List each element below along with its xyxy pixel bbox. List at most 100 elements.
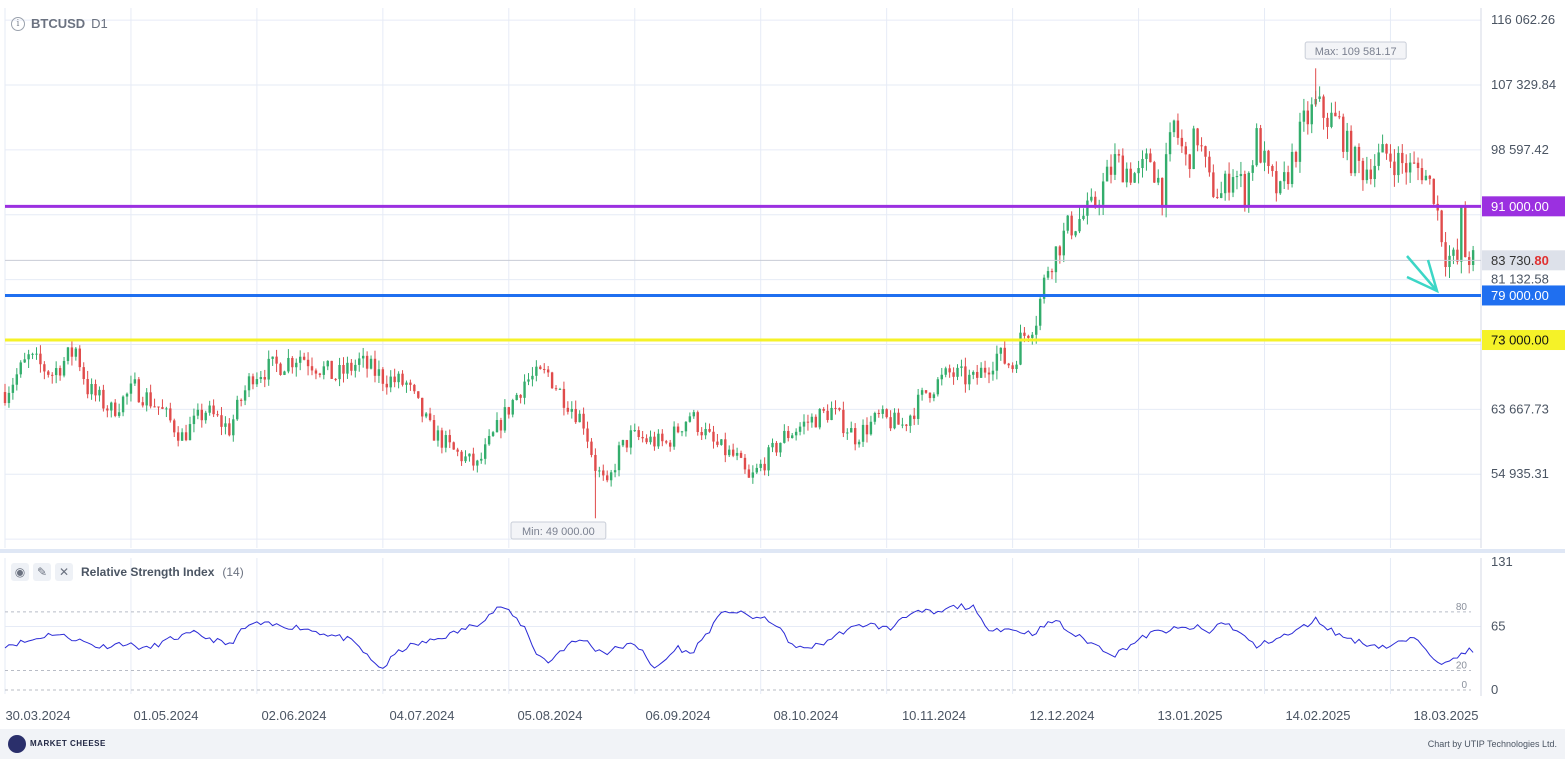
info-icon[interactable]: i (11, 16, 25, 31)
candle-body (999, 347, 1003, 354)
candle-body (161, 407, 164, 409)
candle-body (1090, 196, 1093, 201)
wrench-icon[interactable]: ✎ (33, 563, 51, 581)
candle-body (897, 412, 900, 425)
candle-body (1271, 166, 1274, 172)
candle-body (684, 421, 688, 432)
candle-body (110, 402, 113, 411)
rsi-level-label: 80 (1456, 602, 1468, 613)
candle-body (1094, 196, 1097, 206)
level-tag-73000 (1482, 330, 1565, 351)
candle-body (1345, 130, 1349, 152)
candle-body (23, 359, 26, 363)
x-tick-label: 08.10.2024 (773, 708, 838, 723)
candle-body (216, 414, 219, 416)
timeframe-label[interactable]: D1 (91, 16, 108, 31)
candle-body (885, 409, 888, 418)
candle-body (102, 389, 105, 409)
candle-body (779, 442, 782, 453)
candle-body (291, 357, 294, 368)
candle-body (1349, 130, 1353, 174)
candle-body (196, 409, 200, 416)
candle-body (936, 379, 940, 395)
candle-body (1027, 335, 1030, 338)
x-tick-label: 04.07.2024 (389, 708, 454, 723)
y-tick-label: 116 062.26 (1491, 12, 1555, 27)
candle-body (1062, 230, 1065, 256)
candle-body (480, 458, 483, 461)
x-tick-label: 10.11.2024 (902, 708, 966, 723)
candle-body (361, 355, 365, 359)
candle-body (1279, 181, 1282, 194)
candle-body (66, 347, 70, 361)
candle-body (413, 384, 416, 392)
candle-body (735, 452, 739, 456)
candle-body (401, 373, 404, 385)
candle-body (295, 362, 298, 368)
candle-body (846, 432, 849, 434)
candle-body (1160, 177, 1164, 207)
candle-body (448, 435, 451, 443)
candle-body (550, 372, 554, 389)
candle-body (519, 394, 522, 398)
y-tick-label: 63 667.73 (1491, 401, 1549, 416)
candle-body (31, 353, 34, 355)
candle-body (1432, 178, 1435, 204)
candle-body (1038, 298, 1042, 326)
eye-icon[interactable]: ◉ (11, 563, 29, 581)
candle-body (802, 421, 806, 427)
candle-body (1082, 215, 1085, 220)
y-tick-label: 98 597.42 (1491, 142, 1549, 157)
candle-body (228, 423, 231, 436)
candle-body (1286, 172, 1290, 185)
candle-body (255, 379, 259, 385)
candle-body (393, 376, 396, 383)
candle-body (602, 470, 605, 476)
candle-body (617, 445, 621, 471)
candle-body (421, 397, 424, 417)
candle-body (1247, 172, 1250, 206)
close-icon[interactable]: ✕ (55, 563, 73, 581)
candle-body (3, 392, 7, 404)
candle-body (1070, 215, 1073, 236)
candle-body (609, 472, 613, 481)
candle-body (826, 410, 829, 421)
candle-body (1440, 210, 1443, 243)
candle-body (924, 390, 928, 393)
candle-body (586, 428, 589, 442)
candle-body (1231, 177, 1235, 193)
candle-body (98, 389, 101, 396)
candle-body (212, 405, 215, 415)
candle-body (554, 388, 558, 390)
footer: MARKET CHEESE Chart by UTIP Technologies… (0, 729, 1565, 759)
forecast-arrow-head (1406, 259, 1439, 294)
candle-body (43, 364, 46, 372)
candle-body (350, 362, 353, 371)
candle-body (153, 406, 156, 408)
candle-body (1058, 246, 1062, 256)
candle-body (176, 432, 180, 441)
candle-body (775, 442, 778, 453)
candle-body (1086, 200, 1089, 216)
candle-body (424, 413, 428, 417)
candle-body (625, 440, 629, 448)
candle-body (1353, 146, 1357, 174)
candle-body (944, 368, 947, 375)
candle-body (806, 421, 810, 423)
candle-body (983, 367, 987, 373)
rsi-y-tick-label: 0 (1491, 682, 1498, 697)
candle-body (90, 384, 93, 395)
candle-body (267, 358, 270, 380)
candle-body (358, 358, 361, 365)
candle-body (35, 353, 38, 355)
candle-body (70, 347, 74, 357)
candle-body (283, 371, 286, 375)
x-tick-label: 30.03.2024 (5, 708, 70, 723)
candle-body (1168, 132, 1172, 155)
candle-body (460, 451, 463, 462)
candle-body (82, 367, 85, 380)
forecast-arrow (1406, 255, 1438, 292)
candle-body (633, 430, 636, 432)
candle-body (1397, 152, 1400, 176)
candle-body (208, 405, 211, 413)
